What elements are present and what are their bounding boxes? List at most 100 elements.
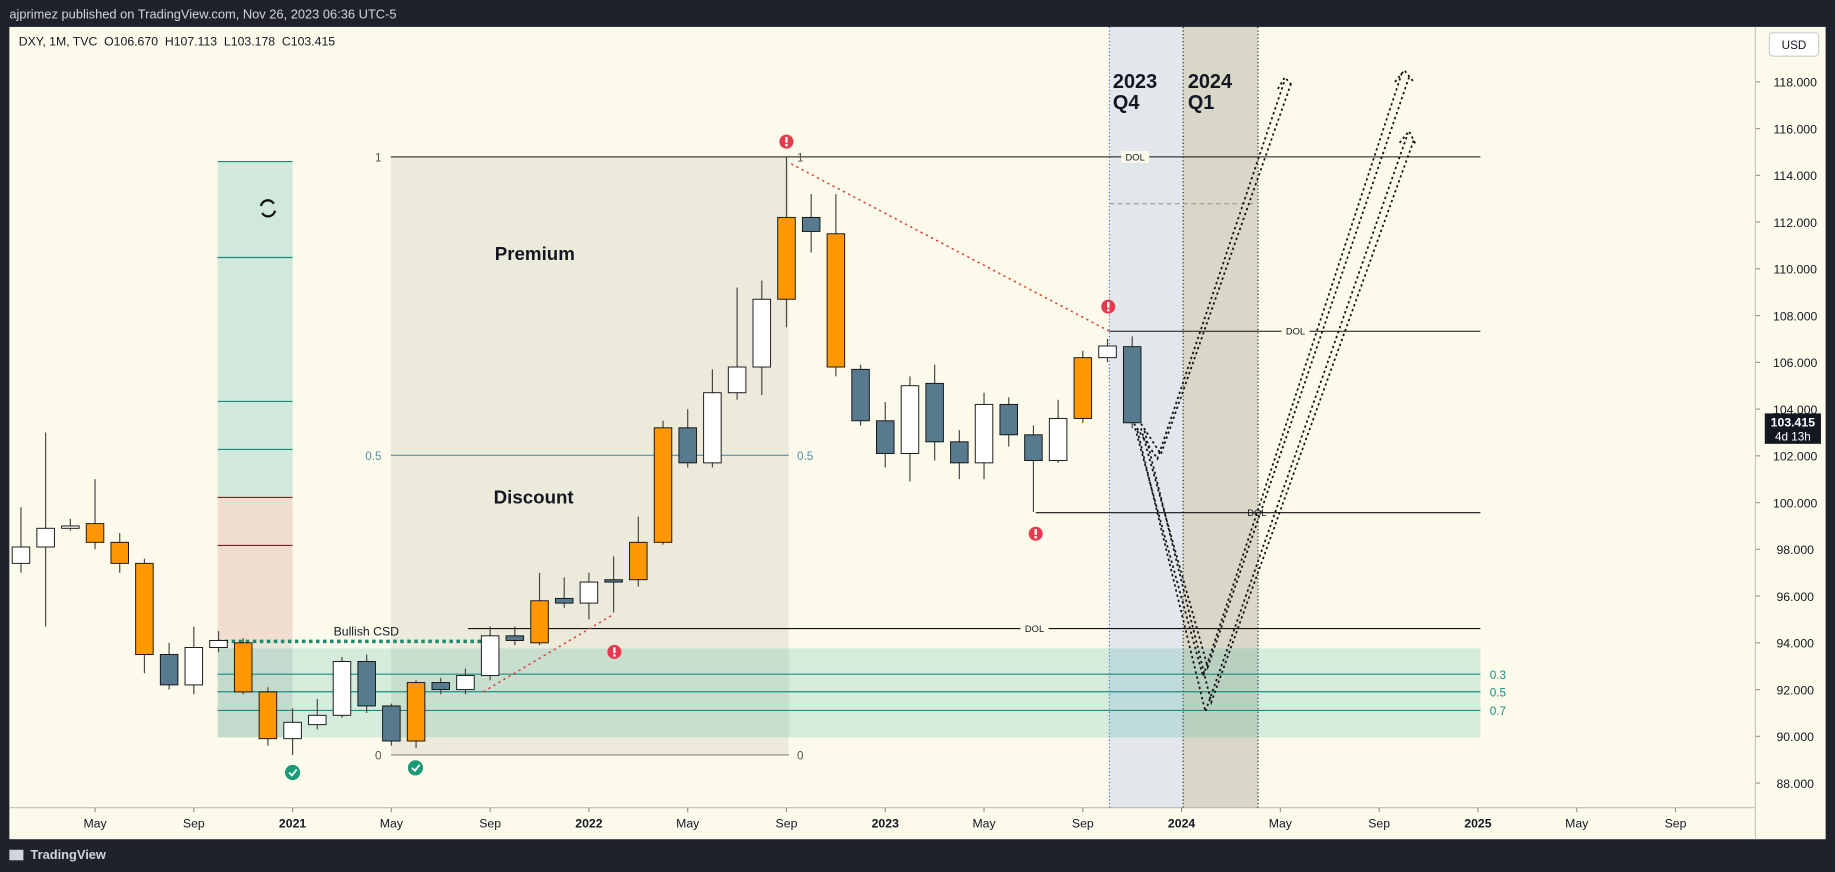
y-tick-label: 104.000 [1773,403,1818,417]
x-tick-label: Sep [1665,817,1687,831]
candle-body [1024,434,1043,461]
q4-label: Q4 [1113,92,1140,114]
dol-label: DOL [1025,624,1044,634]
x-tick-label: 2021 [279,817,306,831]
y-tick-label: 96.000 [1776,590,1814,604]
range-red [217,497,293,642]
x-tick-label: 2025 [1464,817,1491,831]
candle-body [653,427,673,543]
candle-body [678,427,697,464]
check-icons [284,760,424,781]
discount-label: Discount [494,486,574,507]
candle-body [135,562,154,655]
candle-body [851,368,870,422]
candle-body [925,382,944,443]
y-tick-label: 100.000 [1773,496,1818,510]
candle-body [308,714,327,726]
candle-body [1073,357,1093,419]
candle-body [456,675,475,691]
candle-body [36,527,55,548]
y-tick-label: 110.000 [1773,263,1817,277]
trend-lines [482,163,1110,693]
x-tick-label: Sep [479,817,501,831]
y-tick-label: 102.000 [1773,450,1818,464]
zone-lines [217,673,1481,712]
y-tick-label: 116.000 [1773,122,1817,136]
candle-body [233,642,253,693]
x-tick-label: May [1269,817,1293,831]
y-tick-label: 106.000 [1773,356,1818,370]
y-tick-label: 98.000 [1776,543,1814,557]
candle-body [999,403,1018,436]
candle-body [505,635,525,641]
dol-label: DOL [1247,508,1266,518]
candle-body [629,541,648,581]
zone-label: 0.5 [1490,686,1507,699]
fib-label: 0 [797,750,804,763]
candle-body [159,654,179,686]
x-tick-label: May [83,817,107,831]
premium-label: Premium [495,243,575,264]
currency: USD [1782,39,1807,52]
dol-label: DOL [1286,327,1305,337]
header: ajprimez published on TradingView.com, N… [9,7,396,22]
candle-body [579,581,599,604]
discount-zone [217,648,1481,738]
countdown: 4d 13h [1775,430,1811,443]
candle-body [801,216,821,232]
candles [11,156,1142,756]
x-tick-label: 2023 [872,817,899,831]
projections [1133,68,1417,715]
candle-body [1048,417,1068,461]
x-tick-label: Sep [776,817,798,831]
y-tick-label: 114.000 [1773,169,1817,183]
candle-body [604,579,623,583]
price-label: 103.415 [1771,415,1816,429]
candle-body [480,635,500,677]
candle-body [110,541,129,564]
candle-body [184,647,204,686]
fib-label: 0.5 [797,450,814,463]
y-tick-label: 90.000 [1776,730,1814,744]
candle-body [703,392,722,464]
candle-body [1098,345,1117,359]
csd-label: Bullish CSD [334,625,400,639]
y-tick-label: 88.000 [1776,777,1814,791]
currency-box[interactable] [1768,32,1820,57]
candle-body [554,597,574,604]
x-tick-label: Sep [183,817,205,831]
fib-label: 1 [375,152,382,165]
candle-body [61,525,80,529]
fib-labels: 1 0.5 0 1 0.5 0 0.3 0.5 0.7 [365,152,1506,763]
range-red-lines [217,496,293,547]
candle-body [258,691,278,740]
y-tick-label: 92.000 [1776,683,1814,697]
x-tick-label: Sep [1072,817,1094,831]
legend: DXY, 1M, TVC O106.670 H107.113 L103.178 … [19,35,336,49]
candle-body [332,661,352,716]
q1-label: Q1 [1188,92,1215,114]
candle-body [826,233,846,368]
y-tick-label: 94.000 [1776,637,1814,651]
x-tick-label: 2024 [1168,817,1195,831]
candle-body [900,385,920,454]
candle-body [752,298,772,368]
range-green [217,161,293,498]
x-tick-label: May [676,817,700,831]
y-tick-label: 108.000 [1773,309,1818,323]
x-tick-label: May [1565,817,1589,831]
x-tick-label: Sep [1368,817,1390,831]
dol-label: DOL [1126,152,1145,162]
candle-body [1122,346,1142,424]
candle-body [209,640,228,648]
q1-year: 2024 [1188,71,1232,93]
candle-body [777,216,796,300]
fib-label: 0.5 [365,450,382,463]
dol-lines [390,156,1481,630]
candle-body [950,441,969,464]
q4-year: 2023 [1113,71,1157,93]
zone-label: 0.7 [1490,705,1506,718]
refresh-icon [259,199,277,218]
